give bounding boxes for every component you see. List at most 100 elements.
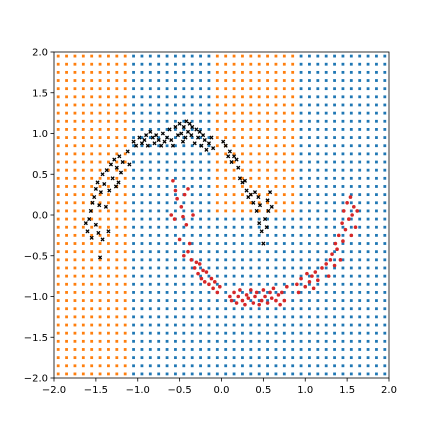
region-dot: [249, 62, 253, 66]
region-dot: [349, 348, 353, 351]
region-dot: [182, 217, 186, 221]
region-dot: [299, 201, 303, 205]
region-dot: [81, 185, 85, 188]
data-point-class1: [278, 302, 282, 307]
region-dot: [241, 233, 244, 237]
region-dot: [107, 144, 110, 148]
region-dot: [157, 372, 161, 376]
data-point-class1: [196, 271, 200, 276]
region-dot: [333, 176, 336, 180]
region-dot: [123, 291, 127, 294]
region-dot: [274, 250, 278, 254]
region-dot: [383, 54, 387, 58]
region-dot: [190, 136, 194, 139]
region-dot: [190, 291, 194, 294]
region-dot: [316, 209, 320, 213]
region-dot: [308, 282, 311, 286]
data-point-class1: [182, 192, 187, 197]
region-dot: [241, 152, 244, 156]
region-dot: [266, 103, 269, 107]
data-point-class1: [234, 301, 239, 305]
region-dot: [366, 209, 370, 213]
region-dot: [73, 299, 77, 302]
region-dot: [383, 87, 387, 91]
region-dot: [282, 111, 286, 115]
region-dot: [182, 242, 186, 245]
region-dot: [383, 152, 387, 156]
region-dot: [107, 274, 110, 278]
region-dot: [241, 307, 244, 311]
region-dot: [282, 356, 286, 360]
region-dot: [341, 185, 345, 188]
region-dot: [107, 160, 110, 164]
data-point-class0: [98, 190, 103, 195]
region-dot: [123, 111, 127, 115]
region-dot: [308, 217, 311, 221]
region-dot: [358, 136, 362, 139]
region-dot: [182, 119, 186, 123]
region-dot: [98, 225, 102, 229]
region-dot: [165, 103, 169, 107]
region-dot: [81, 79, 85, 82]
region-dot: [215, 136, 219, 139]
data-point-class1: [296, 290, 301, 295]
region-dot: [174, 242, 177, 245]
region-dot: [232, 193, 236, 197]
region-dot: [375, 193, 378, 197]
region-dot: [190, 193, 194, 197]
region-dot: [190, 103, 194, 107]
region-dot: [132, 87, 135, 91]
region-dot: [333, 266, 336, 270]
region-dot: [123, 144, 127, 148]
region-dot: [98, 144, 102, 148]
region-dot: [282, 176, 286, 180]
region-dot: [73, 87, 77, 91]
region-dot: [215, 209, 219, 213]
region-dot: [366, 160, 370, 164]
region-dot: [107, 258, 110, 262]
region-dot: [299, 250, 303, 254]
region-dot: [157, 225, 161, 229]
region-dot: [349, 364, 353, 368]
data-point-class0: [192, 141, 197, 146]
region-dot: [73, 282, 77, 286]
region-dot: [190, 217, 194, 221]
data-point-class1: [299, 276, 303, 281]
region-dot: [366, 168, 370, 172]
region-dot: [148, 54, 152, 58]
data-point-class1: [265, 301, 270, 305]
region-dot: [207, 291, 211, 294]
region-dot: [199, 242, 202, 245]
region-dot: [157, 103, 161, 107]
region-dot: [349, 136, 353, 139]
region-dot: [132, 242, 135, 245]
region-dot: [282, 307, 286, 311]
region-dot: [249, 119, 253, 123]
region-dot: [157, 217, 161, 221]
region-dot: [90, 136, 94, 139]
region-dot: [291, 299, 295, 302]
region-dot: [349, 111, 353, 115]
region-dot: [249, 331, 253, 335]
region-dot: [165, 356, 169, 360]
region-dot: [73, 144, 77, 148]
region-dot: [383, 128, 387, 131]
region-dot: [291, 225, 295, 229]
region-dot: [257, 307, 261, 311]
region-dot: [224, 79, 228, 82]
data-point-class0: [185, 129, 191, 134]
region-dot: [98, 266, 102, 270]
region-dot: [174, 339, 177, 343]
data-point-class0: [248, 192, 253, 197]
data-point-class0: [87, 217, 92, 222]
region-dot: [241, 258, 244, 262]
region-dot: [358, 103, 362, 107]
region-dot: [316, 103, 320, 107]
region-dot: [308, 299, 311, 302]
data-point-class1: [253, 294, 257, 299]
data-point-class0: [97, 203, 102, 208]
x-tick-label: 0.0: [214, 385, 230, 396]
data-point-class0: [107, 188, 112, 193]
region-dot: [324, 95, 328, 99]
region-dot: [148, 168, 152, 172]
